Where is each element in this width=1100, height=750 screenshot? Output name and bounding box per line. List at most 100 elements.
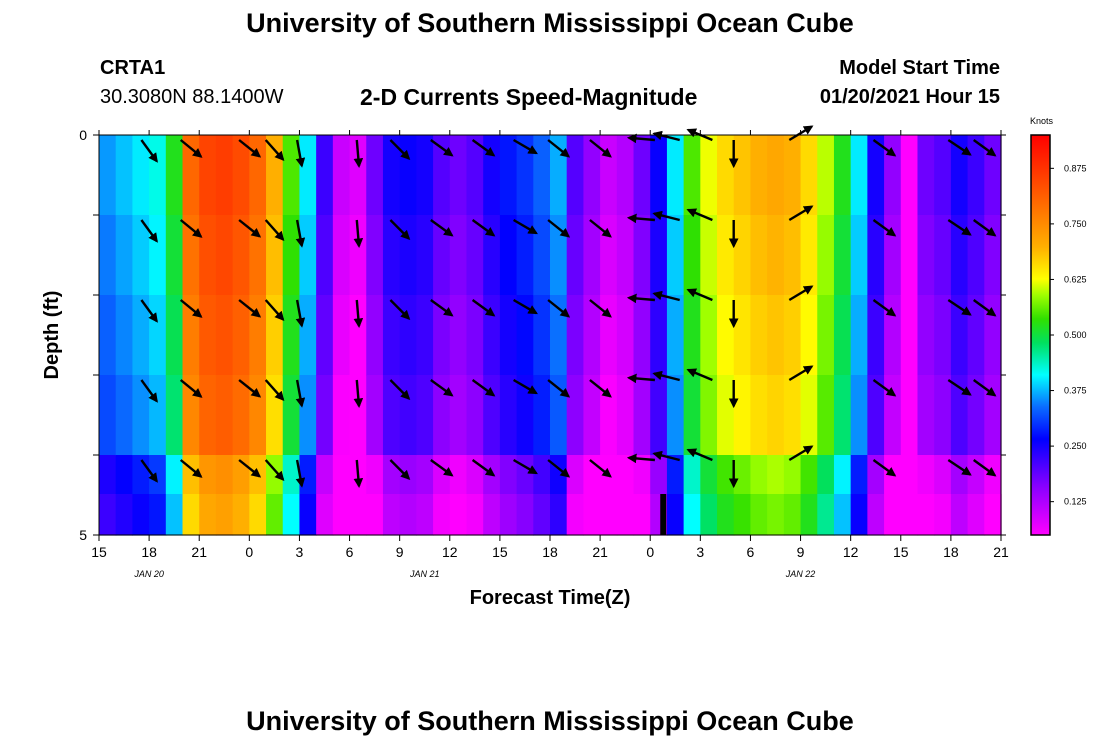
heatmap-cell (232, 494, 250, 535)
heatmap-cell (616, 295, 635, 376)
current-vector (872, 379, 897, 397)
heatmap-cell (817, 215, 835, 296)
heatmap-cell (967, 135, 985, 216)
x-tick-label: 3 (696, 544, 704, 560)
x-axis-title: Forecast Time(Z) (470, 587, 631, 609)
heatmap-cell (99, 295, 117, 376)
current-vector (652, 450, 680, 462)
heatmap-cell (767, 215, 785, 296)
x-tick-label: 3 (296, 544, 304, 560)
current-vector (295, 379, 306, 408)
heatmap-cell (332, 135, 351, 216)
current-vector (140, 219, 158, 243)
x-tick-label: 9 (396, 544, 404, 560)
current-vector (179, 299, 203, 318)
heatmap-cell (984, 215, 1002, 296)
heatmap-cell (600, 215, 618, 296)
current-vector (179, 379, 203, 398)
heatmap-cell (282, 375, 301, 456)
heatmap-cell (249, 494, 267, 535)
heatmap-cell (616, 215, 635, 296)
current-vector (512, 298, 538, 315)
heatmap-cell (466, 494, 484, 535)
heatmap-cell (934, 215, 952, 296)
heatmap-cell (149, 375, 167, 456)
heatmap-cell (499, 215, 518, 296)
heatmap-cell (800, 375, 818, 456)
current-vector (471, 379, 496, 397)
current-vector (872, 299, 897, 317)
heatmap-cell (215, 135, 234, 216)
heatmap-cell (900, 375, 919, 456)
heatmap-cell (115, 215, 133, 296)
current-vector (140, 379, 158, 403)
current-vector (652, 370, 680, 382)
y-tick-label: 5 (79, 527, 87, 543)
current-vector (547, 459, 571, 478)
x-tick-label: 21 (191, 544, 207, 560)
current-vector (389, 299, 411, 320)
x-tick-label: 18 (943, 544, 959, 560)
heatmap-cell (483, 375, 501, 456)
current-vector (947, 139, 972, 156)
heatmap-cell (900, 215, 919, 296)
current-vector (626, 213, 656, 224)
heatmap-cell (382, 215, 401, 296)
heatmap-cell (683, 494, 701, 535)
heatmap-cell (884, 215, 902, 296)
heatmap-cell (332, 375, 351, 456)
date-label: JAN 22 (785, 569, 816, 579)
station-id: CRTA1 (100, 57, 166, 79)
heatmap-cell (316, 135, 334, 216)
current-vector (872, 459, 897, 477)
heatmap-cell (600, 295, 618, 376)
heatmap-cell (332, 215, 351, 296)
heatmap-cell (349, 135, 367, 216)
heatmap-cell (499, 295, 518, 376)
heatmap-cell (783, 295, 802, 376)
heatmap-cell (800, 295, 818, 376)
current-vectors (140, 125, 997, 489)
x-tick-label: 15 (893, 544, 909, 560)
current-vector (471, 139, 496, 157)
heatmap-cell (316, 295, 334, 376)
heatmap-cell (499, 375, 518, 456)
x-tick-label: 21 (592, 544, 608, 560)
heatmap-cell (382, 494, 401, 535)
heatmap-cell (132, 375, 150, 456)
current-vector (140, 299, 158, 323)
model-start-label: Model Start Time (839, 57, 1000, 79)
heatmap-cell (483, 295, 501, 376)
heatmap-cell (583, 215, 601, 296)
current-vector (264, 459, 285, 482)
x-tick-label: 0 (646, 544, 654, 560)
colorbar-unit: Knots (1030, 116, 1054, 126)
heatmap-cell (232, 375, 250, 456)
heatmap-cell (650, 375, 668, 456)
current-vector (140, 459, 158, 483)
current-vector (430, 139, 454, 157)
heatmap-cell (566, 375, 584, 456)
current-vector (972, 379, 997, 397)
heatmap-cell (917, 494, 935, 535)
heatmap-cells (99, 135, 1002, 536)
heatmap-cell (884, 375, 902, 456)
heatmap-cell (717, 375, 735, 456)
heatmap-cell (466, 135, 484, 216)
heatmap-cell (416, 375, 434, 456)
colorbar-tick-label: 0.750 (1064, 219, 1087, 229)
heatmap-cell (282, 494, 301, 535)
heatmap-cell (967, 295, 985, 376)
station-coordinates: 30.3080N 88.1400W (100, 86, 284, 108)
current-vector (788, 205, 814, 222)
current-vector (947, 379, 972, 396)
current-vector (179, 139, 203, 158)
heatmap-cell (633, 215, 651, 296)
heatmap-cell (199, 295, 217, 376)
current-vector (264, 379, 285, 402)
heatmap-cell (299, 135, 317, 216)
colorbar-tick-label: 0.125 (1064, 497, 1087, 507)
current-vector (353, 459, 364, 489)
heatmap-cell (316, 375, 334, 456)
